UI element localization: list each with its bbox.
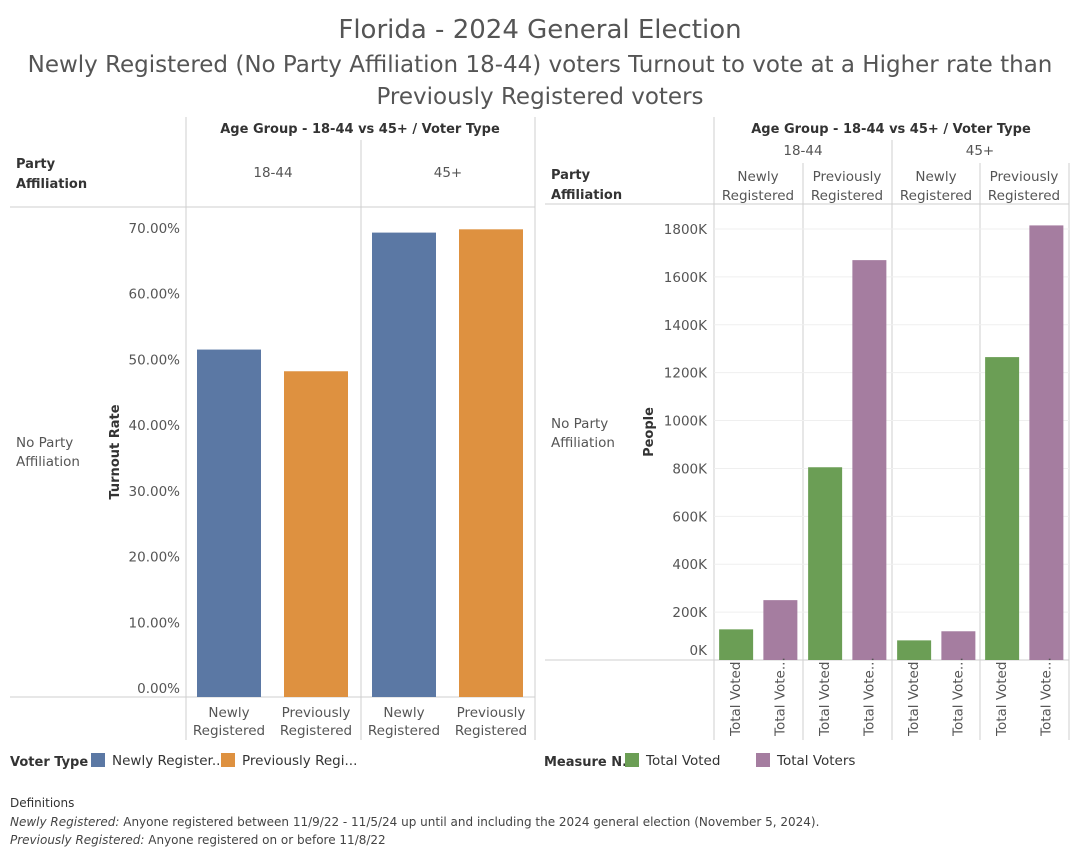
right-bar-0-0 xyxy=(719,629,754,660)
right-y-tick-label: 1200K xyxy=(664,366,708,382)
right-x-label: Total Voted xyxy=(728,662,744,737)
legend-right-label-0: Total Voted xyxy=(645,753,720,769)
right-group-label-45plus: 45+ xyxy=(966,143,995,159)
chart-subtitle-line1: Newly Registered (No Party Affiliation 1… xyxy=(28,52,1053,78)
right-sub-label-2b: Registered xyxy=(900,188,972,204)
chart-title: Florida - 2024 General Election xyxy=(338,15,741,45)
right-row-label-line1: No Party xyxy=(551,416,608,432)
left-row-label-line2: Affiliation xyxy=(16,454,80,470)
legend-right-swatch-1 xyxy=(756,753,770,767)
right-y-tick-label: 1400K xyxy=(664,318,708,334)
definition-previously-text: Anyone registered on or before 11/8/22 xyxy=(144,833,385,847)
right-y-tick-label: 1800K xyxy=(664,222,708,238)
left-y-tick-label: 60.00% xyxy=(129,287,181,303)
legend-left-swatch-0 xyxy=(91,753,105,767)
left-group-label-18-44: 18-44 xyxy=(253,165,292,181)
right-bar-2-1 xyxy=(941,631,976,660)
left-y-tick-label: 30.00% xyxy=(129,484,181,500)
left-cat-label-3b: Registered xyxy=(455,723,527,739)
legend-left-label-1: Previously Regi... xyxy=(242,753,357,769)
left-row-header-line1: Party xyxy=(16,157,56,172)
right-x-label: Total Voted xyxy=(994,662,1010,737)
definition-previously-term: Previously Registered: xyxy=(10,833,144,847)
right-sub-label-0b: Registered xyxy=(722,188,794,204)
right-sub-label-3a: Previously xyxy=(990,169,1059,185)
left-bar-3 xyxy=(459,229,523,698)
right-sub-label-2a: Newly xyxy=(915,169,956,185)
right-bar-3-1 xyxy=(1029,225,1064,661)
right-bars xyxy=(719,225,1064,661)
left-bar-2 xyxy=(372,232,436,697)
left-y-tick-label: 10.00% xyxy=(129,615,181,631)
right-x-label: Total Voted xyxy=(817,662,833,737)
right-bar-1-1 xyxy=(852,260,887,660)
right-bar-2-0 xyxy=(897,640,932,660)
left-bars xyxy=(197,229,523,698)
right-x-label: Total Vote... xyxy=(950,657,966,737)
right-y-tick-label: 400K xyxy=(672,557,708,573)
left-y-tick-label: 50.00% xyxy=(129,352,181,368)
right-x-label: Total Vote... xyxy=(772,657,788,737)
right-x-labels: Total Voted Total Vote... Total Voted Total… xyxy=(728,657,1054,737)
left-cat-label-2b: Registered xyxy=(368,723,440,739)
definitions-heading: Definitions xyxy=(10,796,74,810)
left-row-header-line2: Affiliation xyxy=(16,177,87,192)
right-row-header-line2: Affiliation xyxy=(551,188,622,203)
left-panel-structure xyxy=(10,117,536,740)
right-group-label-18-44: 18-44 xyxy=(783,143,822,159)
right-bar-0-1 xyxy=(763,600,798,660)
left-bar-1 xyxy=(284,371,348,697)
right-y-tick-label: 1600K xyxy=(664,270,708,286)
left-group-label-45plus: 45+ xyxy=(434,165,463,181)
right-row-header-line1: Party xyxy=(551,168,591,183)
definition-newly-term: Newly Registered: xyxy=(10,815,119,829)
left-y-axis-label: Turnout Rate xyxy=(108,404,123,499)
right-x-label: Total Vote... xyxy=(861,657,877,737)
left-bar-0 xyxy=(197,349,261,697)
left-y-ticks: 0.00% 10.00% 20.00% 30.00% 40.00% 50.00% 60.00… xyxy=(129,221,181,697)
legend-left-label-0: Newly Register... xyxy=(112,753,225,769)
left-row-label-line1: No Party xyxy=(16,435,73,451)
right-y-ticks: 0K 200K 400K 600K 800K 1000K 1200K 1400K 1600K 18… xyxy=(664,222,708,659)
legend-left-swatch-1 xyxy=(221,753,235,767)
left-y-tick-label: 40.00% xyxy=(129,418,181,434)
left-y-tick-label: 70.00% xyxy=(129,221,181,237)
left-column-header: Age Group - 18-44 vs 45+ / Voter Type xyxy=(220,122,500,137)
right-column-header: Age Group - 18-44 vs 45+ / Voter Type xyxy=(751,122,1031,137)
right-bar-1-0 xyxy=(808,467,843,660)
left-cat-label-3a: Previously xyxy=(457,705,526,721)
right-y-tick-label: 200K xyxy=(672,605,708,621)
right-x-label: Total Vote... xyxy=(1038,657,1054,737)
right-x-label: Total Voted xyxy=(906,662,922,737)
right-sub-label-0a: Newly xyxy=(737,169,778,185)
right-y-tick-label: 600K xyxy=(672,509,708,525)
right-y-tick-label: 1000K xyxy=(664,414,708,430)
left-cat-label-1a: Previously xyxy=(282,705,351,721)
right-sub-label-3b: Registered xyxy=(988,188,1060,204)
right-panel-structure xyxy=(545,117,1070,740)
legend-right-swatch-0 xyxy=(625,753,639,767)
left-cat-label-0b: Registered xyxy=(193,723,265,739)
definition-newly: Newly Registered: Anyone registered betw… xyxy=(10,815,819,829)
right-y-tick-label: 800K xyxy=(672,461,708,477)
right-y-tick-label: 0K xyxy=(690,643,709,659)
definition-newly-text: Anyone registered between 11/9/22 - 11/5… xyxy=(119,815,819,829)
left-y-tick-label: 0.00% xyxy=(137,681,180,697)
right-y-axis-label: People xyxy=(642,407,657,457)
right-sub-label-1a: Previously xyxy=(813,169,882,185)
left-cat-label-1b: Registered xyxy=(280,723,352,739)
legend-right-label-1: Total Voters xyxy=(776,753,855,769)
chart-subtitle-line2: Previously Registered voters xyxy=(376,84,703,110)
left-cat-label-2a: Newly xyxy=(383,705,424,721)
right-row-label-line2: Affiliation xyxy=(551,435,615,451)
left-y-tick-label: 20.00% xyxy=(129,550,181,566)
left-cat-label-0a: Newly xyxy=(208,705,249,721)
legend-left-title: Voter Type xyxy=(10,755,88,770)
right-bar-3-0 xyxy=(985,357,1020,660)
legend-right-title: Measure N... xyxy=(544,755,637,770)
right-sub-label-1b: Registered xyxy=(811,188,883,204)
definition-previously: Previously Registered: Anyone registered… xyxy=(10,833,386,847)
